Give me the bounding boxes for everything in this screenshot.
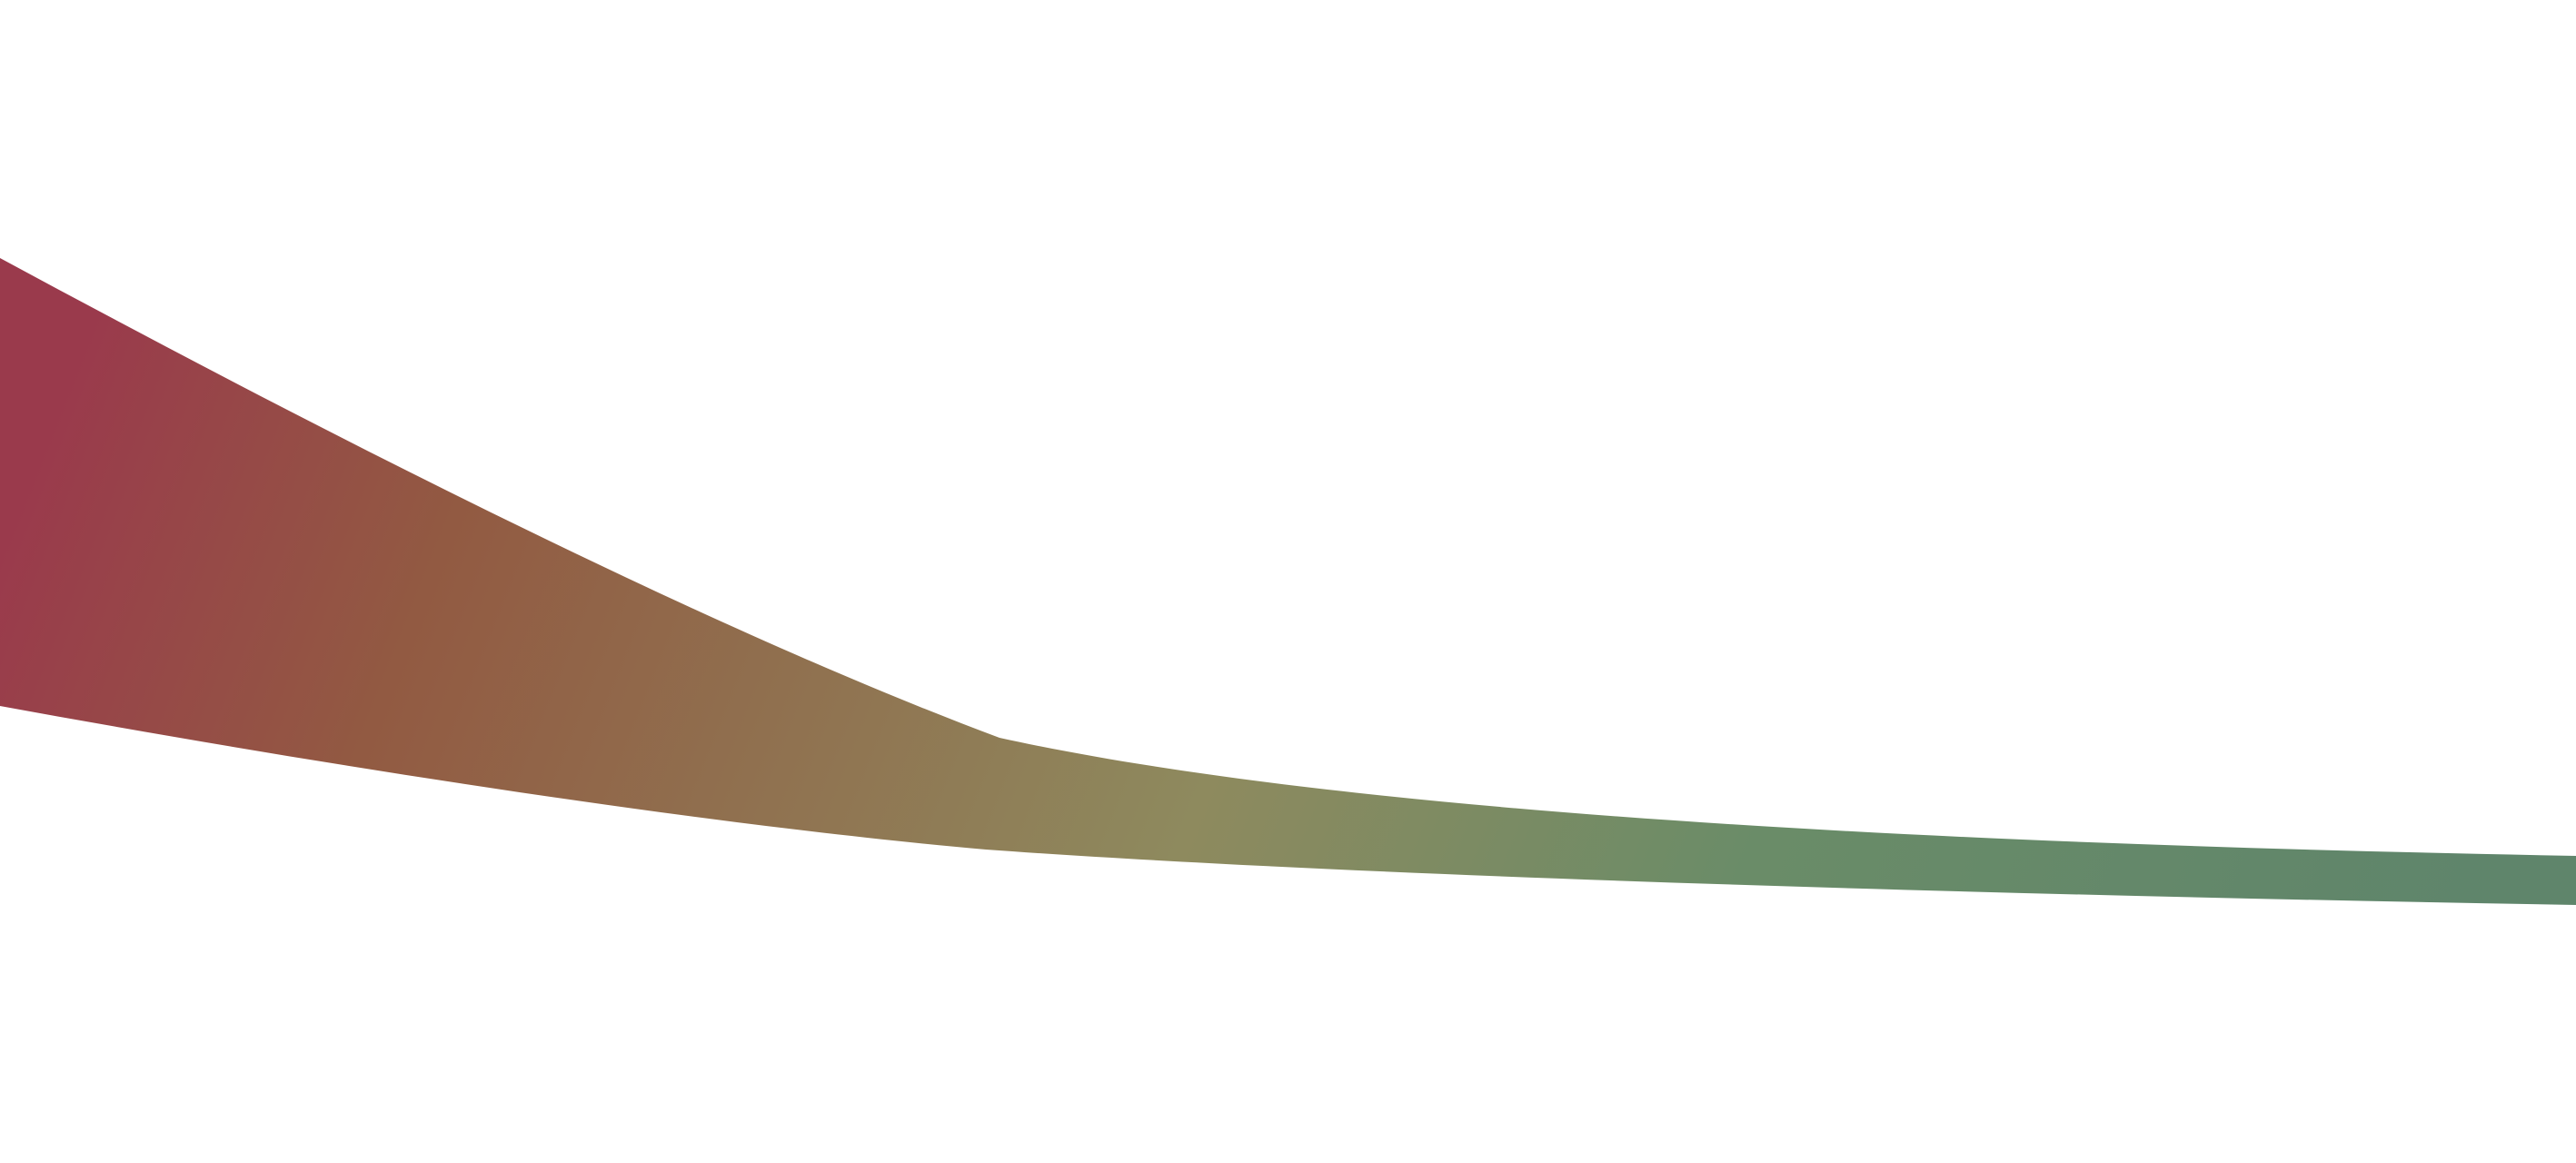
gradient-ribbon: [0, 258, 2576, 905]
